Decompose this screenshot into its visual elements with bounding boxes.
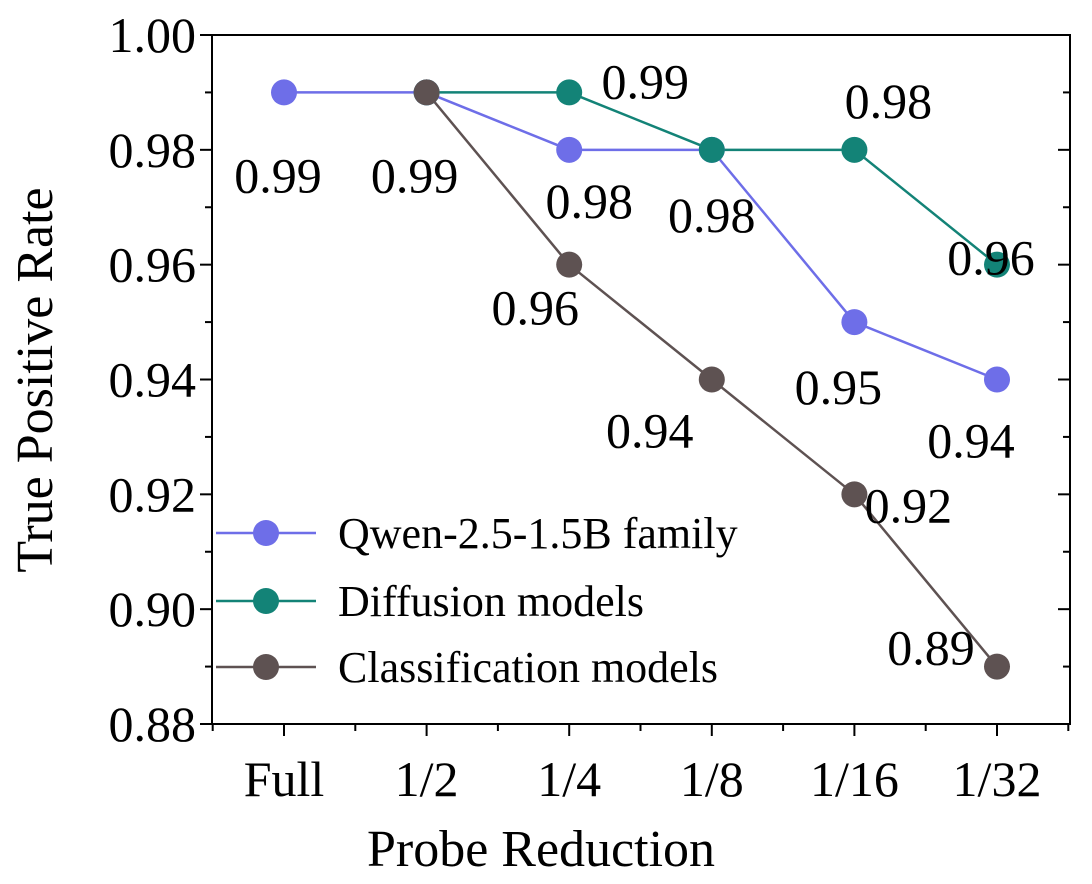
data-label: 0.96 xyxy=(491,280,579,336)
y-tick-label: 0.96 xyxy=(109,237,197,293)
data-point xyxy=(271,79,297,106)
data-point xyxy=(413,79,440,106)
data-point xyxy=(556,79,583,106)
x-tick-label: Full xyxy=(244,751,325,807)
data-point xyxy=(984,366,1010,393)
y-tick-label: 1.00 xyxy=(109,7,197,63)
x-tick-label: 1/4 xyxy=(537,751,601,807)
x-tick-label: 1/16 xyxy=(810,751,899,807)
x-tick-label: 1/8 xyxy=(680,751,744,807)
y-tick-label: 0.88 xyxy=(109,696,197,752)
data-label: 0.89 xyxy=(887,620,975,676)
legend-marker xyxy=(253,520,279,546)
y-tick-label: 0.98 xyxy=(109,122,197,178)
data-point xyxy=(698,136,725,163)
data-point xyxy=(556,251,583,278)
data-label: 0.99 xyxy=(371,147,459,203)
data-label: 0.98 xyxy=(545,173,633,229)
x-tick-label: 1/2 xyxy=(395,751,459,807)
data-point xyxy=(841,309,868,336)
legend-marker xyxy=(253,654,279,680)
legend-label: Classification models xyxy=(338,643,718,692)
data-label: 0.99 xyxy=(234,147,322,203)
series-line-0 xyxy=(284,91,998,381)
data-label: 0.94 xyxy=(606,403,694,459)
legend-label: Diffusion models xyxy=(338,577,644,626)
x-axis-title: Probe Reduction xyxy=(367,821,715,878)
y-tick-label: 0.92 xyxy=(109,466,197,522)
data-label: 0.94 xyxy=(927,413,1015,469)
data-point xyxy=(698,366,725,393)
legend-marker xyxy=(253,588,279,614)
legend-label: Qwen-2.5-1.5B family xyxy=(338,509,738,558)
data-label: 0.99 xyxy=(601,53,689,109)
data-label: 0.95 xyxy=(795,359,883,415)
data-point xyxy=(984,251,1010,278)
data-point xyxy=(841,481,868,508)
data-label: 0.92 xyxy=(865,477,953,533)
data-point xyxy=(984,653,1010,680)
data-point xyxy=(841,136,868,163)
data-point xyxy=(556,136,583,163)
y-axis-title: True Positive Rate xyxy=(7,187,64,572)
data-label: 0.98 xyxy=(668,187,756,243)
x-tick-label: 1/32 xyxy=(953,751,1042,807)
data-label: 0.96 xyxy=(947,230,1035,286)
data-label: 0.98 xyxy=(845,73,933,129)
y-tick-label: 0.90 xyxy=(109,581,197,637)
y-tick-label: 0.94 xyxy=(109,352,197,408)
